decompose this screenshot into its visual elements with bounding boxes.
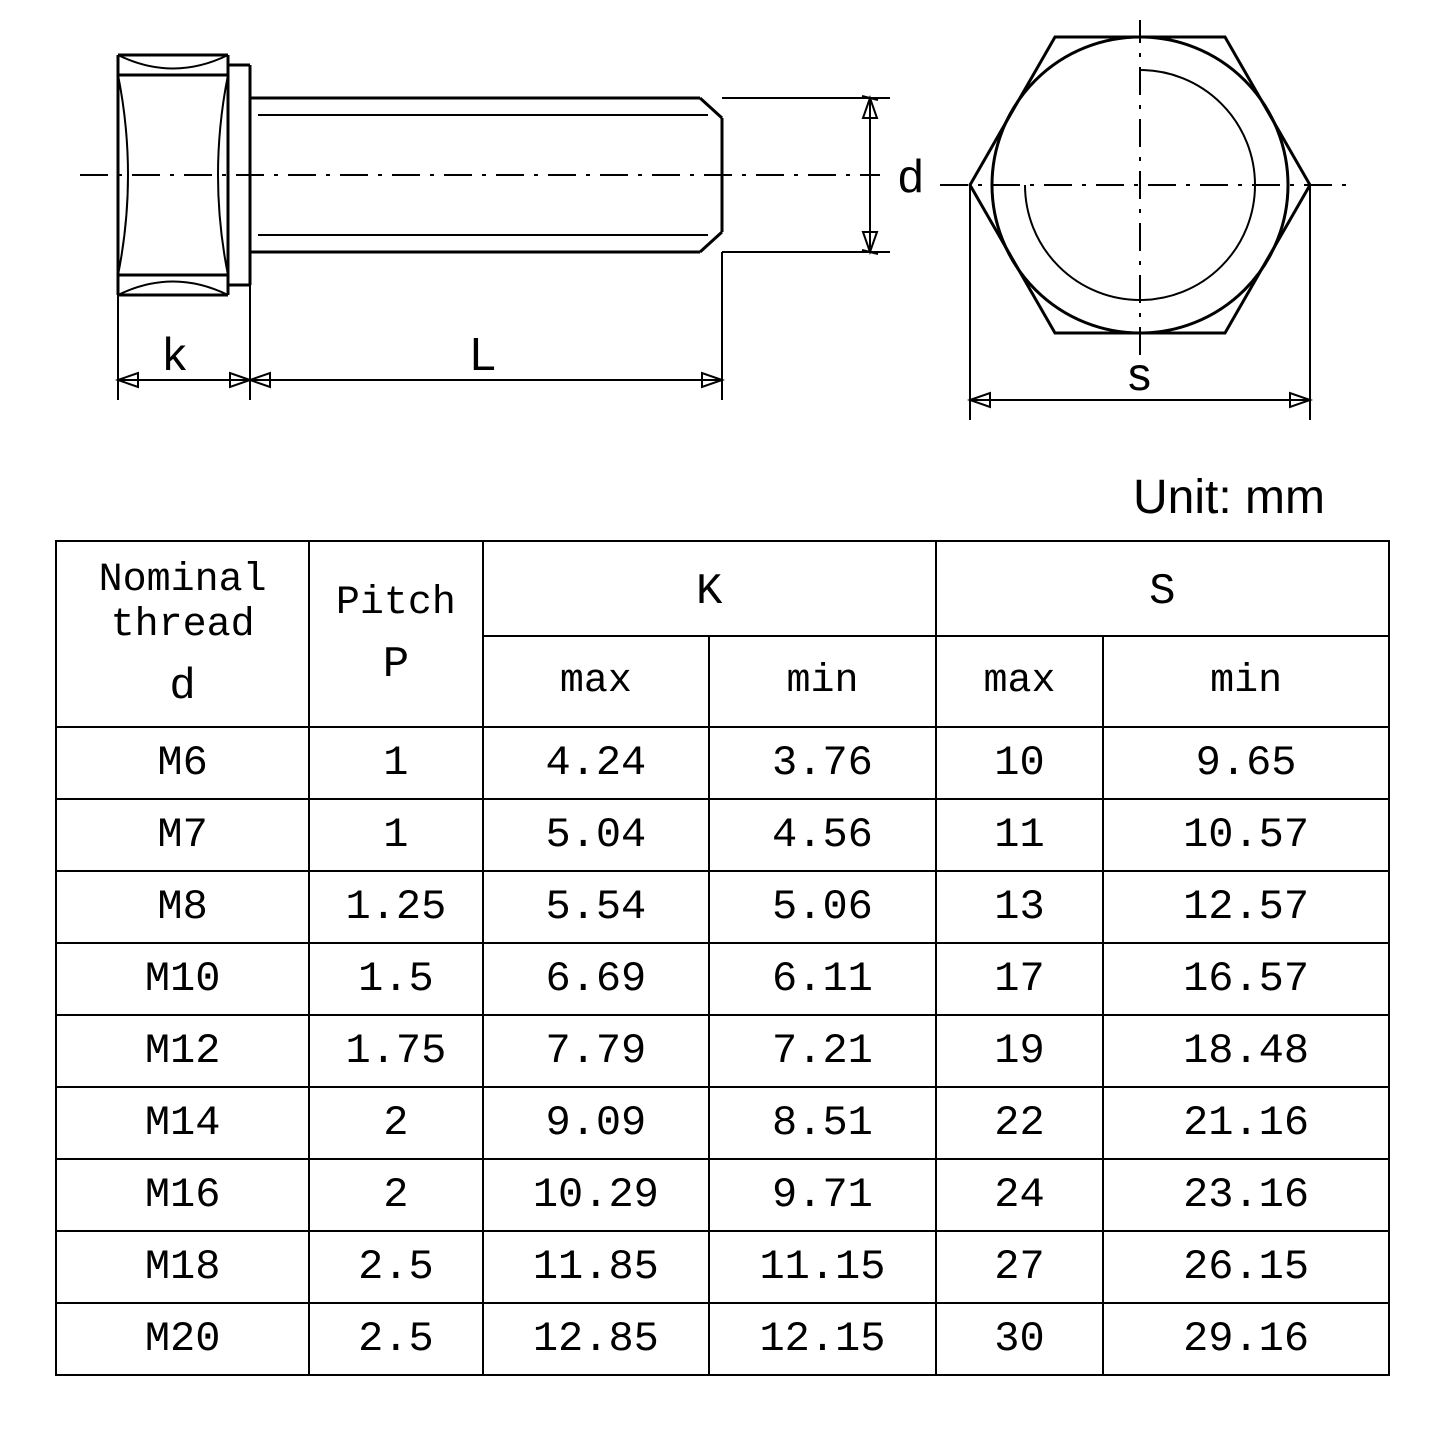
cell-smin: 21.16 <box>1103 1087 1389 1159</box>
cell-smin: 10.57 <box>1103 799 1389 871</box>
cell-kmin: 8.51 <box>709 1087 936 1159</box>
cell-d: M16 <box>56 1159 309 1231</box>
cell-smin: 12.57 <box>1103 871 1389 943</box>
cell-kmax: 10.29 <box>483 1159 710 1231</box>
cell-smax: 27 <box>936 1231 1103 1303</box>
table-row: M202.512.8512.153029.16 <box>56 1303 1389 1375</box>
header-S-max: max <box>936 636 1103 727</box>
cell-d: M7 <box>56 799 309 871</box>
cell-smin: 16.57 <box>1103 943 1389 1015</box>
bolt-diagram: d k L s <box>60 20 1390 450</box>
cell-d: M14 <box>56 1087 309 1159</box>
cell-p: 2 <box>309 1159 482 1231</box>
cell-kmax: 11.85 <box>483 1231 710 1303</box>
cell-p: 1.75 <box>309 1015 482 1087</box>
dim-k-label: k <box>163 328 187 380</box>
cell-p: 1 <box>309 799 482 871</box>
dim-s-label: s <box>1128 348 1151 400</box>
cell-kmin: 5.06 <box>709 871 936 943</box>
cell-kmax: 6.69 <box>483 943 710 1015</box>
table-row: M81.255.545.061312.57 <box>56 871 1389 943</box>
cell-kmax: 5.04 <box>483 799 710 871</box>
cell-smax: 13 <box>936 871 1103 943</box>
table-row: M614.243.76109.65 <box>56 727 1389 799</box>
table-row: M1429.098.512221.16 <box>56 1087 1389 1159</box>
cell-d: M10 <box>56 943 309 1015</box>
cell-kmax: 9.09 <box>483 1087 710 1159</box>
spec-table: Nominal thread d Pitch P K S max min max… <box>55 540 1390 1376</box>
cell-smax: 24 <box>936 1159 1103 1231</box>
cell-kmin: 4.56 <box>709 799 936 871</box>
cell-p: 1.5 <box>309 943 482 1015</box>
cell-p: 2 <box>309 1087 482 1159</box>
cell-kmin: 7.21 <box>709 1015 936 1087</box>
table-row: M121.757.797.211918.48 <box>56 1015 1389 1087</box>
cell-kmax: 7.79 <box>483 1015 710 1087</box>
cell-smax: 10 <box>936 727 1103 799</box>
cell-d: M6 <box>56 727 309 799</box>
cell-kmax: 4.24 <box>483 727 710 799</box>
table-row: M715.044.561110.57 <box>56 799 1389 871</box>
header-K-max: max <box>483 636 710 727</box>
header-pitch: Pitch P <box>309 541 482 727</box>
cell-smin: 23.16 <box>1103 1159 1389 1231</box>
cell-kmax: 12.85 <box>483 1303 710 1375</box>
cell-kmin: 9.71 <box>709 1159 936 1231</box>
header-S-min: min <box>1103 636 1389 727</box>
cell-kmin: 12.15 <box>709 1303 936 1375</box>
header-K-min: min <box>709 636 936 727</box>
cell-smin: 18.48 <box>1103 1015 1389 1087</box>
cell-smax: 22 <box>936 1087 1103 1159</box>
cell-kmin: 3.76 <box>709 727 936 799</box>
cell-smin: 9.65 <box>1103 727 1389 799</box>
cell-smax: 19 <box>936 1015 1103 1087</box>
cell-d: M8 <box>56 871 309 943</box>
cell-smin: 29.16 <box>1103 1303 1389 1375</box>
cell-smax: 30 <box>936 1303 1103 1375</box>
cell-d: M20 <box>56 1303 309 1375</box>
cell-p: 1 <box>309 727 482 799</box>
cell-p: 2.5 <box>309 1231 482 1303</box>
dim-d-label: d <box>898 150 924 202</box>
cell-kmin: 6.11 <box>709 943 936 1015</box>
table-row: M182.511.8511.152726.15 <box>56 1231 1389 1303</box>
cell-smax: 17 <box>936 943 1103 1015</box>
table-row: M101.56.696.111716.57 <box>56 943 1389 1015</box>
header-nominal: Nominal thread d <box>56 541 309 727</box>
cell-smax: 11 <box>936 799 1103 871</box>
cell-p: 1.25 <box>309 871 482 943</box>
table-row: M16210.299.712423.16 <box>56 1159 1389 1231</box>
unit-label: Unit: mm <box>1133 470 1325 525</box>
cell-kmax: 5.54 <box>483 871 710 943</box>
cell-d: M12 <box>56 1015 309 1087</box>
cell-d: M18 <box>56 1231 309 1303</box>
cell-smin: 26.15 <box>1103 1231 1389 1303</box>
dim-L-label: L <box>470 328 496 380</box>
header-S: S <box>936 541 1389 636</box>
cell-kmin: 11.15 <box>709 1231 936 1303</box>
cell-p: 2.5 <box>309 1303 482 1375</box>
header-K: K <box>483 541 936 636</box>
